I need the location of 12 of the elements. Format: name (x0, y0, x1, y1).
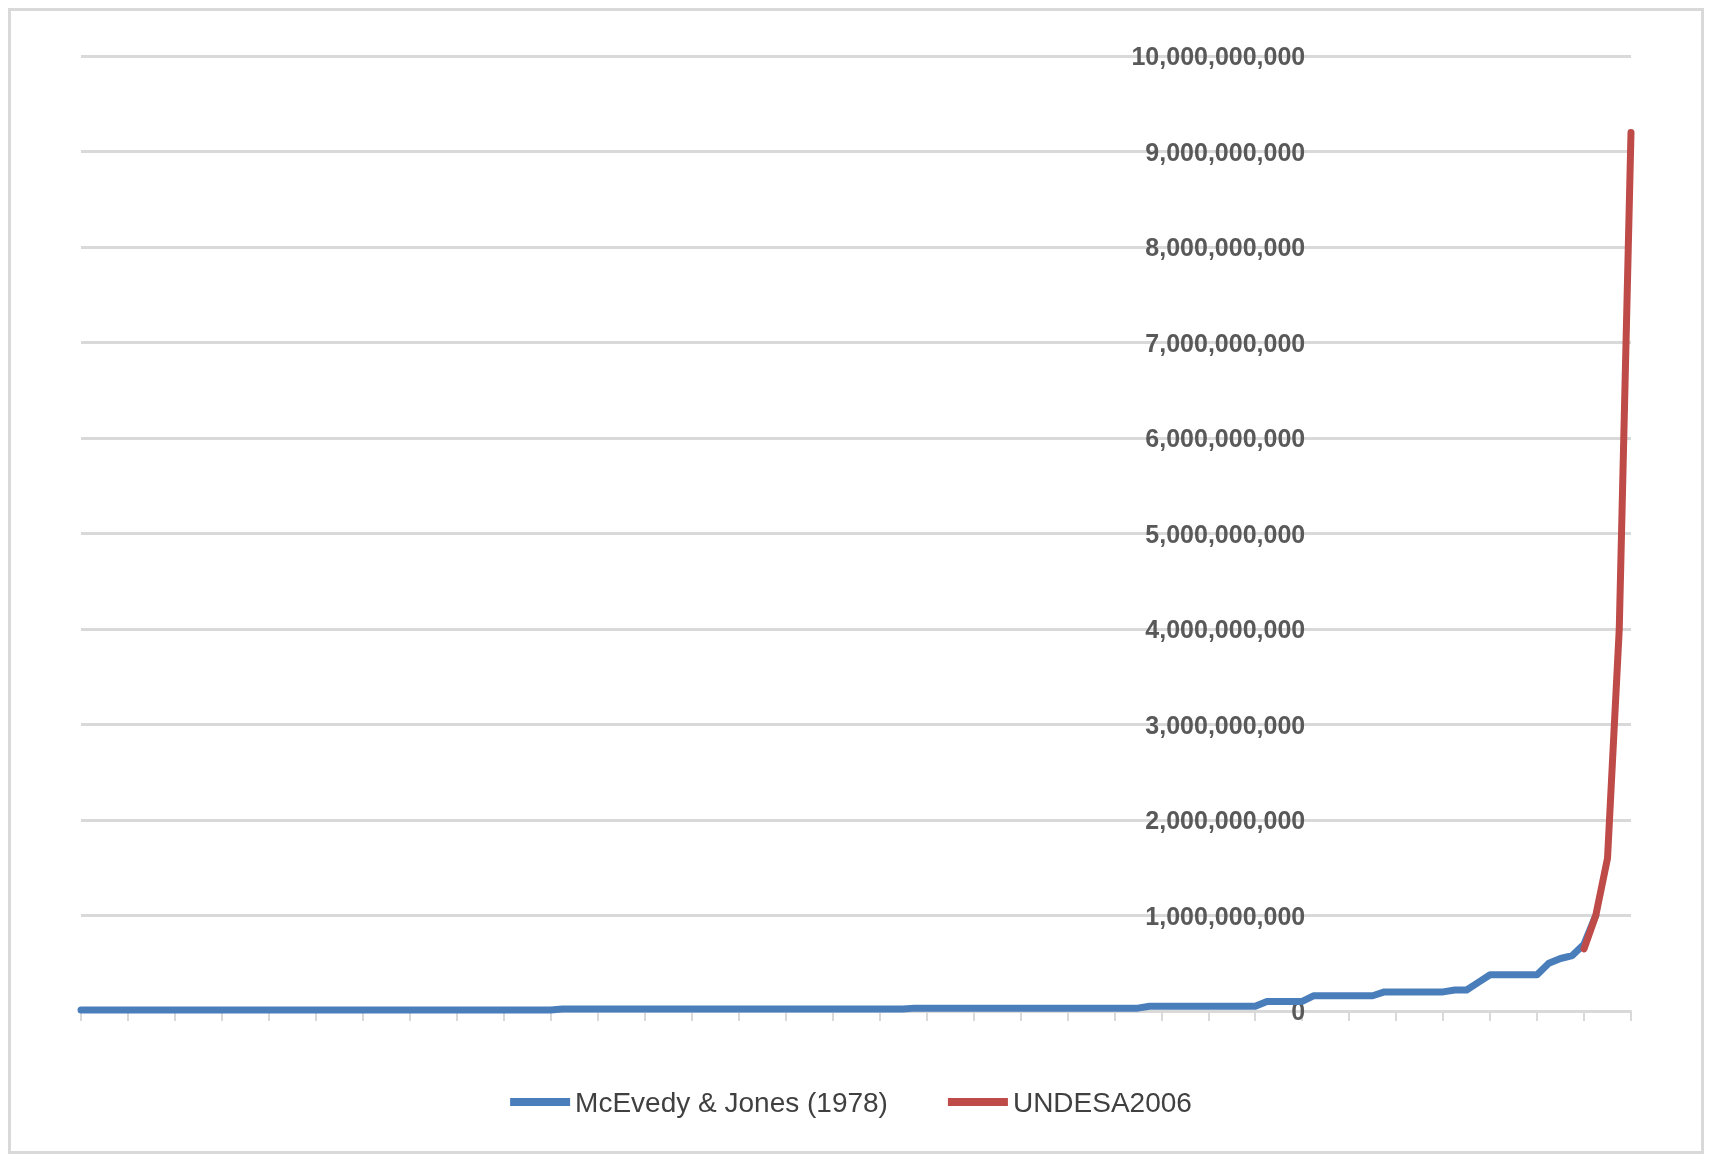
y-tick-label: 7,000,000,000 (1145, 328, 1306, 357)
y-tick-label: 10,000,000,000 (1131, 42, 1306, 70)
y-tick-label: 8,000,000,000 (1145, 233, 1306, 261)
y-tick-label: 3,000,000,000 (1145, 710, 1306, 739)
y-tick-label: 2,000,000,000 (1145, 806, 1306, 834)
legend-label: UNDESA2006 (1012, 1086, 1192, 1118)
legend-label: McEvedy & Jones (1978) (575, 1086, 888, 1118)
y-tick-label: 4,000,000,000 (1145, 615, 1306, 643)
y-tick-label: 1,000,000,000 (1145, 901, 1306, 930)
y-tick-label: 6,000,000,000 (1145, 424, 1306, 452)
y-tick-label: 9,000,000,000 (1145, 137, 1306, 166)
y-tick-label: 5,000,000,000 (1145, 519, 1306, 548)
